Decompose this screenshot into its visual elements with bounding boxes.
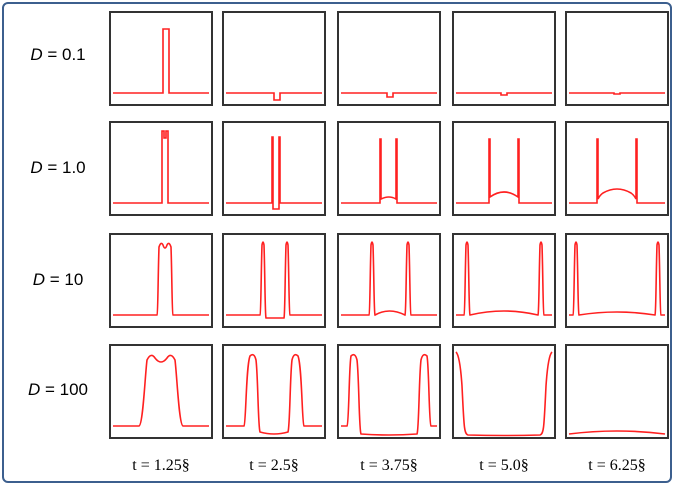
profile-curve [113, 130, 209, 204]
profile-curve [341, 241, 437, 317]
row-variable: D [27, 380, 41, 399]
panel-r2-c2 [222, 121, 326, 216]
profile-curve [341, 138, 437, 204]
panel-r1-c1 [109, 11, 213, 106]
profile-curve [569, 138, 665, 204]
profile-plot [113, 28, 209, 94]
row-label-4: D = 100 [10, 380, 106, 400]
profile-plot [569, 138, 665, 204]
profile-curve [226, 241, 322, 319]
profile-curve [456, 138, 552, 204]
row-variable: D [30, 158, 43, 177]
row-value: = 100 [40, 380, 89, 399]
panel-r1-c5 [565, 11, 669, 106]
profile-curve [569, 241, 665, 316]
profile-plot [226, 353, 322, 435]
profile-curve [226, 92, 322, 101]
profile-curve [341, 353, 437, 436]
row-variable: D [32, 270, 45, 289]
profile-plot [456, 92, 552, 96]
row-value: = 10 [44, 270, 84, 289]
profile-plot [113, 130, 209, 204]
panel-r4-c1 [109, 344, 213, 439]
profile-plot [569, 92, 665, 95]
panel-r1-c3 [337, 11, 441, 106]
column-label-5: t = 6.25§ [588, 457, 646, 474]
profile-curve [569, 92, 665, 95]
column-label-1: t = 1.25§ [132, 457, 190, 474]
profile-plot [456, 138, 552, 204]
panel-r3-c5 [565, 233, 669, 328]
profile-plot [569, 241, 665, 316]
panel-r1-c2 [222, 11, 326, 106]
profile-plot [455, 351, 553, 437]
column-label-3: t = 3.75§ [360, 457, 418, 474]
column-label-4: t = 5.0§ [479, 457, 529, 474]
profile-curve [113, 28, 209, 94]
profile-plot [568, 430, 666, 435]
profile-curve [456, 241, 552, 316]
profile-plot [226, 92, 322, 101]
column-label-2: t = 2.5§ [249, 457, 299, 474]
profile-plot [226, 136, 322, 210]
row-label-3: D = 10 [10, 270, 106, 290]
panel-r3-c3 [337, 233, 441, 328]
panel-r4-c4 [452, 344, 556, 439]
row-label-2: D = 1.0 [10, 158, 106, 178]
profile-plot [341, 353, 437, 436]
panel-r4-c5 [565, 344, 669, 439]
profile-plot [113, 354, 209, 427]
panel-r2-c5 [565, 121, 669, 216]
profile-curve [113, 354, 209, 427]
profile-curve [226, 353, 322, 435]
profile-plot [341, 138, 437, 204]
row-value: = 1.0 [42, 158, 86, 177]
profile-curve [341, 92, 437, 98]
panel-r2-c4 [452, 121, 556, 216]
panel-r3-c4 [452, 233, 556, 328]
panel-r2-c1 [109, 121, 213, 216]
profile-plot [226, 241, 322, 319]
profile-plot [456, 241, 552, 316]
row-value: = 0.1 [42, 45, 86, 64]
panel-r3-c1 [109, 233, 213, 328]
row-label-1: D = 0.1 [10, 45, 106, 65]
profile-plot [341, 92, 437, 98]
panel-r1-c4 [452, 11, 556, 106]
row-variable: D [30, 45, 43, 64]
profile-curve [456, 92, 552, 96]
panel-r2-c3 [337, 121, 441, 216]
panel-r3-c2 [222, 233, 326, 328]
profile-plot [341, 241, 437, 317]
profile-plot [113, 242, 209, 316]
profile-curve [568, 430, 666, 435]
profile-curve [113, 242, 209, 316]
profile-curve [226, 136, 322, 210]
profile-curve [455, 351, 553, 437]
panel-r4-c2 [222, 344, 326, 439]
panel-r4-c3 [337, 344, 441, 439]
